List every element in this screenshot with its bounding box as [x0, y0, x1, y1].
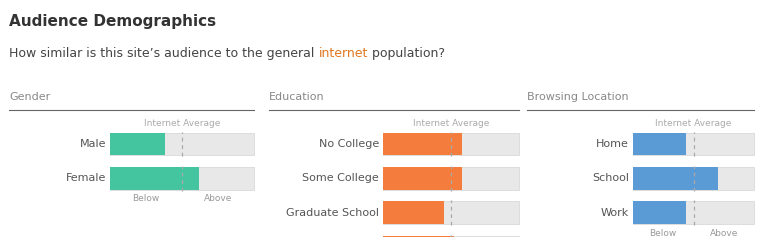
Bar — [633, 201, 686, 224]
Text: Internet Average: Internet Average — [144, 118, 220, 128]
Text: internet: internet — [318, 47, 368, 60]
Text: Above: Above — [204, 194, 232, 203]
Bar — [383, 236, 454, 237]
Bar — [633, 133, 754, 155]
Bar — [633, 167, 754, 190]
Text: Education: Education — [269, 92, 324, 102]
Bar — [383, 167, 519, 190]
Text: How similar is this site’s audience to the general: How similar is this site’s audience to t… — [9, 47, 318, 60]
Bar — [633, 133, 686, 155]
Text: Internet Average: Internet Average — [656, 118, 731, 128]
Text: Audience Demographics: Audience Demographics — [9, 14, 216, 29]
Text: Browsing Location: Browsing Location — [527, 92, 628, 102]
Text: No College: No College — [319, 139, 379, 149]
Bar — [110, 167, 254, 190]
Bar — [383, 133, 519, 155]
Bar — [383, 201, 444, 224]
Text: School: School — [592, 173, 629, 183]
Text: Gender: Gender — [9, 92, 50, 102]
Bar — [383, 201, 519, 224]
Bar — [383, 133, 462, 155]
Text: Some College: Some College — [302, 173, 379, 183]
Bar — [110, 167, 199, 190]
Text: Male: Male — [80, 139, 106, 149]
Text: Above: Above — [709, 229, 738, 237]
Bar — [633, 201, 754, 224]
Text: Below: Below — [133, 194, 159, 203]
Bar — [110, 133, 164, 155]
Text: Internet Average: Internet Average — [413, 118, 489, 128]
Text: Work: Work — [601, 208, 629, 218]
Bar — [110, 133, 254, 155]
Text: Below: Below — [650, 229, 677, 237]
Text: Graduate School: Graduate School — [286, 208, 379, 218]
Text: Home: Home — [597, 139, 629, 149]
Text: Female: Female — [66, 173, 106, 183]
Bar — [383, 167, 462, 190]
Bar — [633, 167, 718, 190]
Bar — [383, 236, 519, 237]
Text: population?: population? — [368, 47, 445, 60]
